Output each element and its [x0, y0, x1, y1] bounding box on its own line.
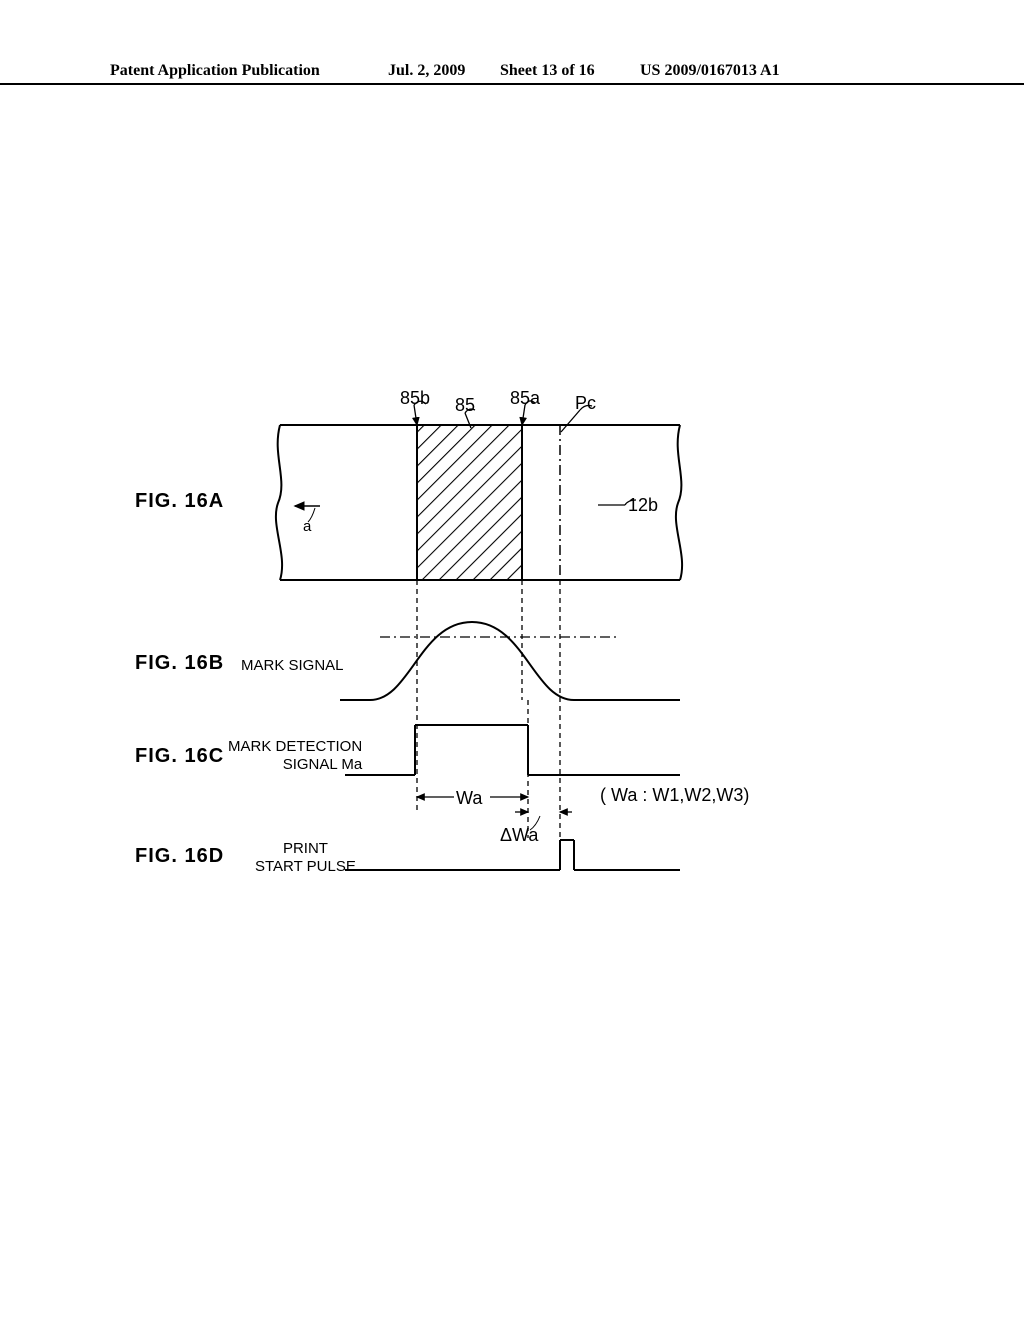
page: Patent Application Publication Jul. 2, 2…: [0, 0, 1024, 1320]
diagram-svg: [0, 0, 1024, 1000]
fig16a-strip: [276, 425, 682, 580]
fig16b-signal: [340, 622, 680, 700]
fig16d-pulse: [345, 840, 680, 870]
leader-12b: [598, 500, 636, 505]
fig16c-detection: [345, 725, 680, 775]
guides: [417, 580, 560, 838]
